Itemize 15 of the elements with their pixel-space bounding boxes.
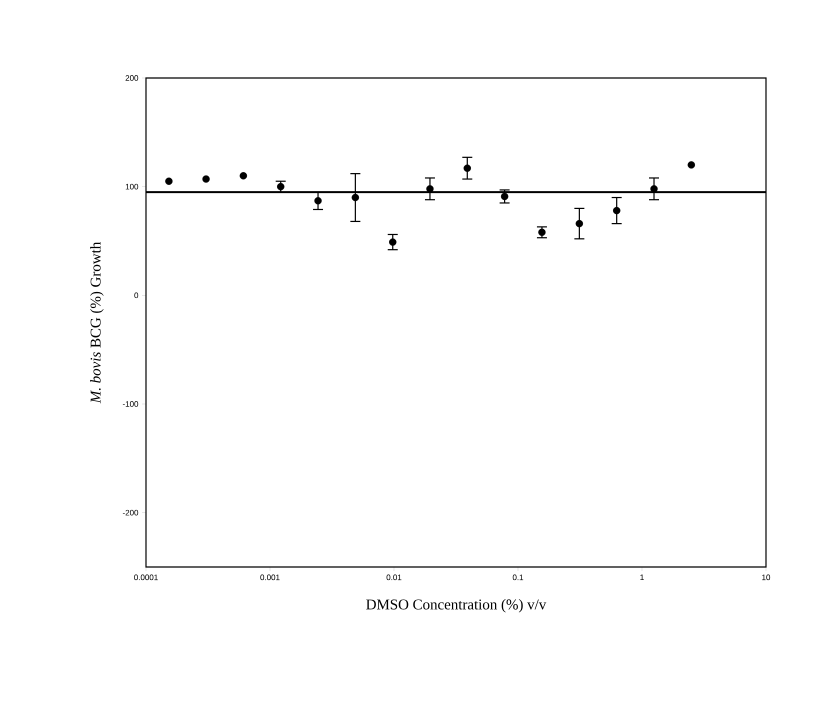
point — [500, 192, 508, 200]
point — [240, 172, 248, 180]
point — [314, 197, 322, 204]
point — [576, 220, 584, 228]
point — [688, 161, 696, 169]
point — [389, 238, 396, 246]
point — [538, 228, 546, 236]
point — [165, 178, 173, 185]
point — [612, 206, 620, 214]
point — [202, 175, 210, 183]
point — [352, 194, 360, 202]
y-axis-title: M. bovis BCG (%) Growth — [90, 242, 104, 404]
point — [277, 182, 284, 190]
x-axis-title: DMSO Concentration (%) v/v — [366, 599, 546, 613]
point — [464, 164, 471, 172]
